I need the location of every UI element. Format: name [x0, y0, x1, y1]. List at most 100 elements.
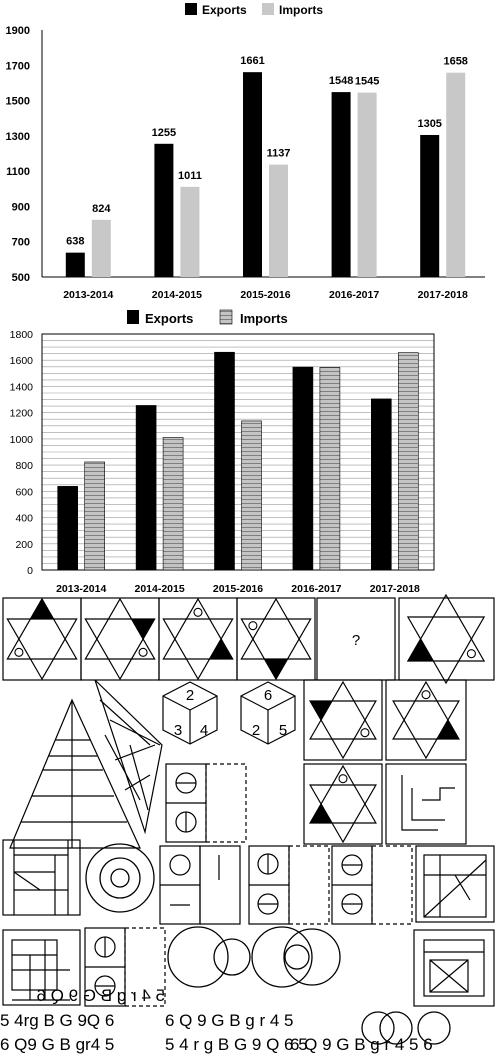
legend-swatch-exports-2: [127, 310, 139, 324]
chart1-y-tick-label: 1700: [6, 60, 30, 72]
chart1-bar-imports: [357, 92, 377, 277]
legend-swatch-imports-2: [219, 309, 233, 325]
chart1-data-label: 1658: [443, 56, 467, 68]
star-figure-3: [162, 597, 234, 681]
paper-fold-2: [159, 845, 241, 925]
dice-cube-1: [162, 681, 218, 745]
chart1-y-tick-label: 1300: [6, 131, 30, 143]
chart1-data-label: 638: [66, 236, 84, 248]
chart2-legend: Exports Imports: [127, 309, 288, 326]
legend-label-imports: Imports: [279, 3, 323, 17]
grid-figure-2: [415, 845, 495, 923]
chart2-bar-exports: [57, 486, 79, 571]
chart1-x-tick-label: 2013-2014: [63, 289, 113, 301]
chart1-data-label: 1011: [178, 170, 202, 182]
star-option-b: [392, 680, 460, 760]
chart2-y-tick-label: 200: [15, 539, 33, 551]
chart2-bar-exports: [135, 405, 157, 571]
legend-label-exports: Exports: [202, 3, 247, 17]
maze-figure: [401, 775, 455, 831]
chart1-bar-exports: [331, 92, 351, 277]
mirror-text-option-4: 5 4 r g B G 9 Q 6 5: [165, 1035, 308, 1054]
chart2-y-tick-label: 1400: [10, 381, 34, 393]
chart1-x-tick-label: 2017-2018: [418, 289, 468, 301]
star-panel-answer: [398, 597, 495, 681]
star-panel-2: [80, 597, 160, 681]
chart1-x-tick-label: 2014-2015: [152, 289, 202, 301]
chart2-bar-imports: [162, 437, 184, 571]
legend-label-exports-2: Exports: [145, 311, 193, 326]
chart1-legend: Exports Imports: [185, 3, 323, 17]
chart1-data-label: 1305: [417, 118, 441, 130]
legend-swatch-imports: [262, 3, 274, 15]
cube1-top-face: 2: [186, 687, 194, 704]
legend-label-imports-2: Imports: [240, 311, 288, 326]
chart2-x-tick-label: 2013-2014: [56, 583, 106, 595]
triangle-figure: [94, 679, 163, 835]
chart1-data-label: 1137: [267, 148, 291, 160]
chart1-data-label: 824: [92, 203, 111, 215]
chart1-data-label: 1255: [152, 127, 176, 139]
chart2-plot-frame: [41, 333, 435, 571]
cube2-left-face: 2: [252, 722, 260, 739]
chart1-y-tick-label: 900: [12, 201, 30, 213]
mirror-text-original: 5 4rg B G 9Q 6: [0, 1011, 114, 1030]
star-option-boxes: [303, 679, 467, 845]
paper-fold-4: [331, 845, 413, 925]
chart1-bar-imports: [91, 219, 111, 277]
chart2-bar-exports: [214, 351, 235, 571]
overlapping-circles-1: [167, 926, 251, 988]
chart2-bar-exports: [370, 398, 392, 571]
chart2-x-tick-label: 2015-2016: [213, 583, 263, 595]
chart2-y-tick-label: 400: [15, 513, 33, 525]
overlapping-circles-2: [251, 926, 341, 988]
chart1-bar-imports: [446, 72, 466, 278]
chart1-x-tick-label: 2015-2016: [240, 289, 290, 301]
chart2-x-tick-label: 2017-2018: [370, 583, 420, 595]
star-figure-1: [6, 597, 78, 681]
paper-fold-1: [165, 763, 247, 843]
question-mark: ?: [352, 632, 360, 649]
cube2-top-face: 6: [264, 687, 272, 704]
mirror-text-option-2: 5 4 r g B G 9 Q 6: [36, 986, 165, 1005]
chart1-bar-imports: [269, 164, 288, 277]
chart2-bar-exports: [292, 366, 314, 571]
mirror-text-option-5: 6 Q 9 G B g r 4 5 6: [290, 1035, 433, 1054]
chart1-data-label: 1661: [240, 55, 264, 67]
chart1-y-tick-label: 1900: [6, 25, 30, 37]
chart2-bar-imports: [241, 420, 262, 571]
chart1-y-tick-label: 700: [12, 237, 30, 249]
chart2-bar-imports: [84, 461, 105, 571]
chart2-y-tick-label: 1800: [10, 329, 34, 341]
star-figure-answer: [406, 593, 486, 685]
chart1-data-label: 1545: [355, 76, 379, 88]
grid-figure-1: [2, 839, 81, 916]
chart2-y-tick-label: 800: [15, 460, 33, 472]
grid-figure-4: [413, 929, 495, 1007]
grid-figure-3: [2, 929, 81, 1006]
cube2-right-face: 5: [279, 722, 287, 739]
cube1-left-face: 3: [174, 722, 182, 739]
chart1-bar-exports: [243, 72, 262, 277]
chart1-y-tick-label: 500: [12, 272, 30, 284]
mirror-text-option-1: 6 Q9 G B gr4 5: [0, 1035, 114, 1054]
chart2-bar-imports: [319, 367, 341, 571]
chart2-y-tick-label: 600: [15, 486, 33, 498]
chart1-bar-exports: [154, 143, 174, 277]
bar-chart-1: Exports Imports 500 700 900 1100 1300 1500 170…: [6, 3, 485, 301]
chart1-y-tick-label: 1100: [6, 166, 30, 178]
chart2-y-tick-label: 1600: [10, 355, 34, 367]
chart2-x-tick-label: 2016-2017: [291, 583, 341, 595]
chart1-bar-exports: [65, 252, 85, 277]
chart1-y-tick-label: 1500: [6, 96, 30, 108]
chart2-y-tick-label: 0: [27, 565, 33, 577]
legend-swatch-exports: [185, 3, 197, 15]
bar-chart-2: Exports Imports 0 200 400 600 800 1000 1200 140…: [10, 309, 435, 595]
chart2-bar-imports: [397, 352, 419, 571]
concentric-circles-figure: [85, 843, 155, 913]
star-figure-4: [240, 597, 312, 681]
dice-cube-2: [240, 681, 296, 745]
circle-pair-figure: [361, 1011, 451, 1045]
paper-fold-5: [84, 927, 166, 1007]
